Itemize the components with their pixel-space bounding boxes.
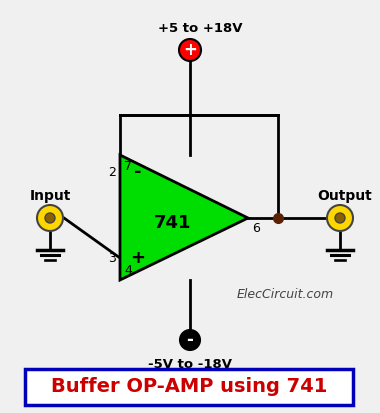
Text: +: +: [183, 41, 197, 59]
Text: +5 to +18V: +5 to +18V: [158, 21, 242, 35]
Polygon shape: [120, 155, 248, 280]
Text: Input: Input: [29, 189, 71, 203]
Circle shape: [37, 205, 63, 231]
Circle shape: [179, 39, 201, 61]
Circle shape: [335, 213, 345, 223]
FancyBboxPatch shape: [25, 369, 353, 405]
Circle shape: [45, 213, 55, 223]
Text: +: +: [130, 249, 146, 267]
Text: ElecCircuit.com: ElecCircuit.com: [236, 289, 334, 301]
Text: -: -: [134, 163, 142, 181]
Text: Buffer OP-AMP using 741: Buffer OP-AMP using 741: [51, 377, 327, 396]
Text: -5V to -18V: -5V to -18V: [148, 358, 232, 372]
Circle shape: [180, 330, 200, 350]
Text: 741: 741: [154, 214, 192, 232]
Text: -: -: [187, 331, 193, 349]
Text: 2: 2: [108, 166, 116, 178]
Circle shape: [327, 205, 353, 231]
Text: 7: 7: [124, 161, 132, 173]
Text: 3: 3: [108, 252, 116, 264]
Text: Output: Output: [318, 189, 372, 203]
Text: 6: 6: [252, 221, 260, 235]
Text: 4: 4: [124, 263, 132, 276]
